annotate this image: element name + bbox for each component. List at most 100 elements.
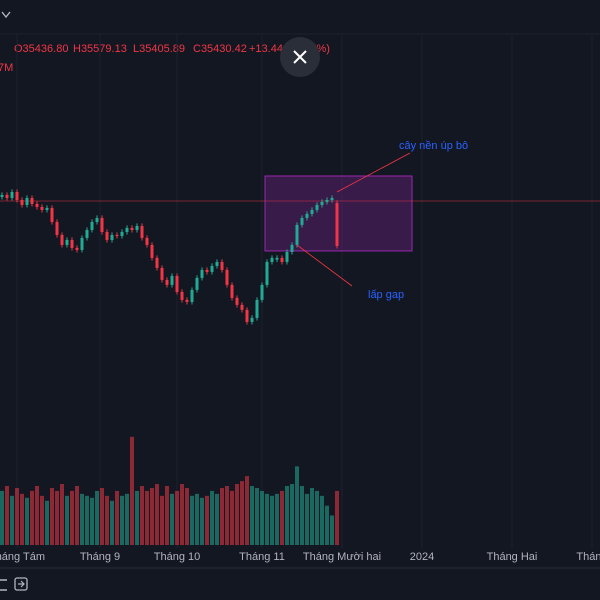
candle-body [60, 234, 64, 245]
candle-body [50, 207, 54, 222]
volume-bar [50, 487, 54, 545]
annotation-arrow [336, 152, 411, 193]
candle-body [10, 192, 14, 198]
x-tick-label: Tháng 10 [154, 551, 200, 563]
candle-body [95, 217, 99, 222]
volume-bar [70, 490, 74, 545]
volume-bar [160, 495, 164, 545]
candle-body [165, 279, 169, 285]
volume-bar [285, 486, 289, 545]
candle-body [215, 261, 219, 266]
volume-bar [335, 490, 339, 545]
volume-bar [10, 495, 14, 545]
candle-body [115, 234, 119, 236]
volume-bar [180, 484, 184, 545]
volume-bar [225, 486, 229, 545]
candle-body [135, 225, 139, 230]
close-button[interactable] [280, 37, 320, 77]
candle-body [210, 265, 214, 272]
candle-body [80, 237, 84, 250]
volume-bar [115, 490, 119, 545]
candle-body [305, 213, 309, 218]
toolbar-icon[interactable] [0, 579, 7, 591]
toolbar-icon[interactable] [14, 577, 28, 591]
x-tick-label: 2024 [410, 551, 434, 563]
candle-body [145, 237, 149, 245]
candle-body [25, 197, 29, 205]
volume-bar [295, 466, 299, 545]
change-text: +13.44 [249, 43, 283, 55]
candle-body [205, 269, 209, 272]
volume-bar [210, 490, 214, 545]
volume-bar [290, 484, 294, 545]
candle-body [255, 299, 259, 318]
candle-body [160, 267, 164, 280]
candle-body [310, 209, 314, 214]
volume-bar [140, 486, 144, 545]
candle-body [220, 261, 224, 270]
volume-bar [330, 515, 334, 545]
volume-bar [255, 487, 259, 545]
volume-bar [25, 497, 29, 545]
candle-body [55, 221, 59, 235]
candle-body [30, 197, 34, 204]
candle-body [290, 244, 294, 252]
candle-body [170, 275, 174, 285]
close-icon[interactable] [293, 50, 307, 64]
candle-body [190, 289, 194, 302]
volume-bar [280, 490, 284, 545]
candle-body [240, 304, 244, 310]
volume-bar [245, 476, 249, 545]
candle-body [180, 291, 184, 300]
low-text: L35405.89 [133, 43, 185, 55]
candle-body [120, 231, 124, 236]
candle-body [125, 227, 129, 232]
candle-body [140, 225, 144, 238]
candle-body [300, 217, 304, 225]
volume-bar [120, 495, 124, 545]
volume-bar [125, 493, 129, 545]
volume-bar [95, 490, 99, 545]
candle-body [315, 204, 319, 210]
volume-bar [105, 495, 109, 545]
candle-body [260, 284, 264, 300]
toolbar-icon[interactable] [18, 580, 25, 588]
volume-bar [20, 493, 24, 545]
candle-body [100, 217, 104, 232]
candle-body [90, 221, 94, 230]
volume-bar [85, 495, 89, 545]
candle-body [325, 199, 329, 202]
volume-bar [75, 486, 79, 545]
volume-bar [305, 493, 309, 545]
volume-bar [175, 490, 179, 545]
volume-bar [260, 490, 264, 545]
volume-bar [100, 487, 104, 545]
volume-bar [65, 495, 69, 545]
volume-bar [130, 436, 134, 545]
candle-body [20, 199, 24, 205]
candle-body [200, 269, 204, 278]
volume-bar [215, 493, 219, 545]
volume-bar [35, 486, 39, 545]
volume-bar [155, 484, 159, 545]
candle-body [270, 257, 274, 262]
collapse-icon[interactable] [1, 11, 11, 19]
volume-bar [15, 487, 19, 545]
x-tick-label: Tháng 11 [239, 551, 285, 563]
volume-bar [80, 493, 84, 545]
candle-body [335, 202, 339, 246]
candle-body [235, 297, 239, 305]
volume-bar [60, 484, 64, 545]
candle-body [40, 206, 44, 210]
candle-body [230, 284, 234, 298]
annotation-arrow [296, 244, 353, 287]
annotation-text: lấp gap [368, 289, 404, 301]
candle-body [0, 194, 4, 197]
ohlc-header: O35436.80 H35579.13 L35405.89 C35430.42 … [0, 43, 330, 74]
candle-body [150, 244, 154, 258]
volume-bar [230, 490, 234, 545]
candle-body [155, 257, 159, 268]
volume-bar [250, 486, 254, 545]
candle-body [285, 251, 289, 262]
